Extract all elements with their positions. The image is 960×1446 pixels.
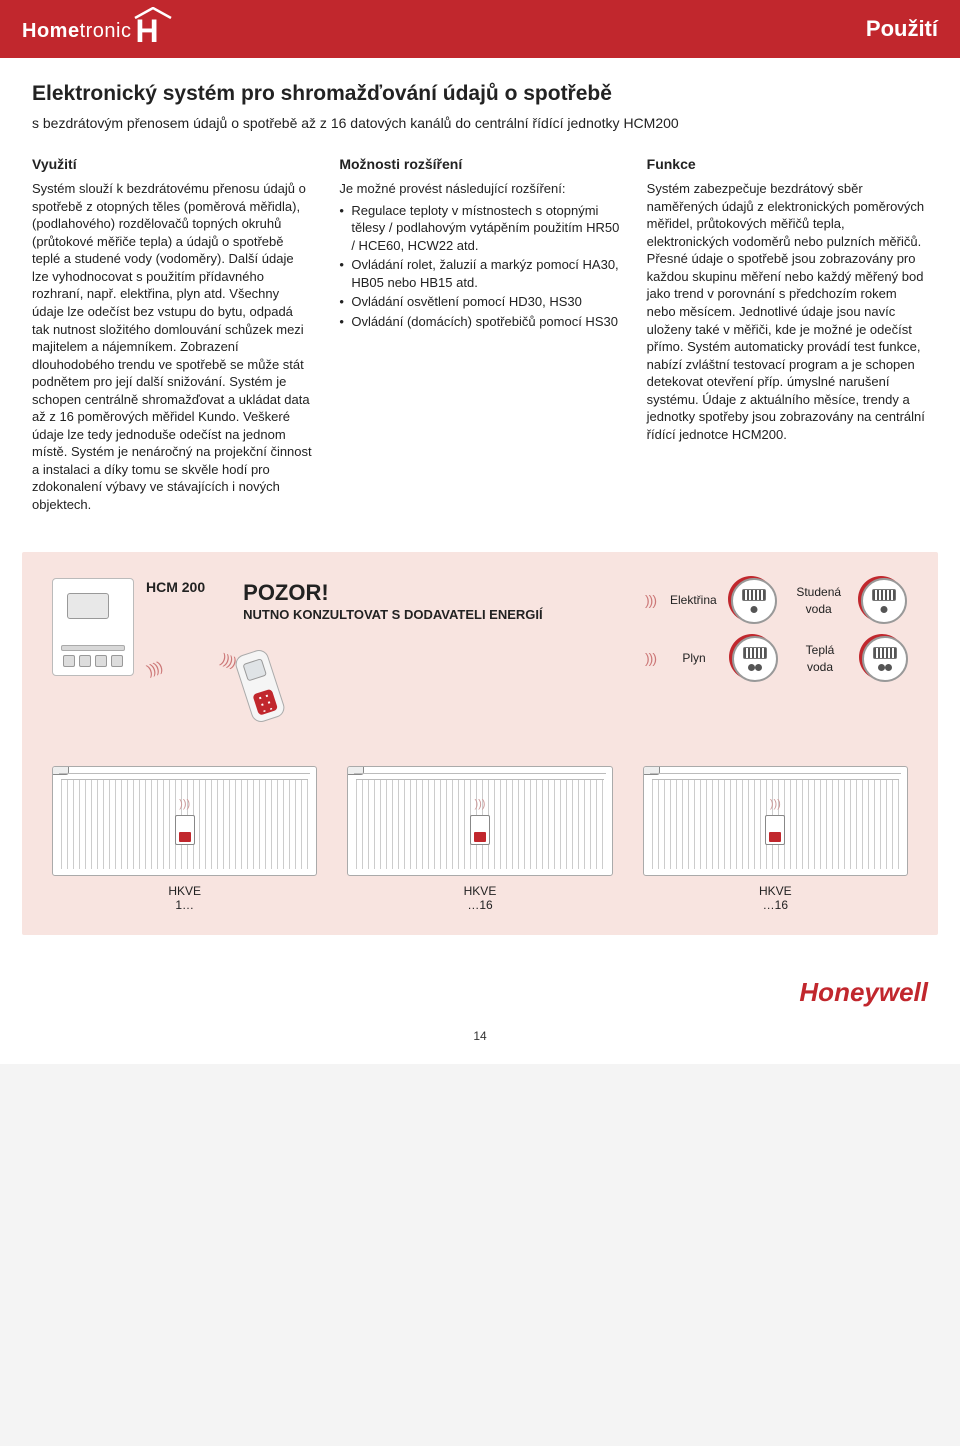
hcm-device-wrap: )))) xyxy=(52,578,134,676)
meter-label-gas: Plyn xyxy=(670,650,718,666)
col2-item: Ovládání (domácích) spotřebičů pomocí HS… xyxy=(339,313,620,331)
signal-waves-icon: )))) xyxy=(145,657,165,680)
remote-control-icon xyxy=(233,648,287,725)
radiator-name: HKVE xyxy=(759,884,792,898)
col3-heading: Funkce xyxy=(647,155,928,174)
page: Hometronic H Použití Elektronický systém… xyxy=(0,0,960,1064)
warning-block: POZOR! NUTNO KONZULTOVAT S DODAVATELI EN… xyxy=(243,578,542,726)
brand-name-bold: Home xyxy=(22,20,80,42)
columns: Využití Systém slouží k bezdrátovému pře… xyxy=(32,155,928,517)
brand-logo: Hometronic H xyxy=(22,13,159,45)
top-bar: Hometronic H Použití xyxy=(0,0,960,58)
page-number: 14 xyxy=(0,1028,960,1044)
brand-letter-text: H xyxy=(135,13,158,49)
brand-letter: H xyxy=(135,13,158,45)
hcm-device-icon xyxy=(52,578,134,676)
radiator-name: HKVE xyxy=(168,884,201,898)
hkve-device-icon xyxy=(175,815,195,845)
radiator-icon: ))) xyxy=(643,766,908,876)
signal-waves-icon: ))) xyxy=(645,649,656,668)
hkve-device-icon xyxy=(765,815,785,845)
radiator-number: …16 xyxy=(763,898,788,912)
warning-title: POZOR! xyxy=(243,578,542,608)
column-usage: Využití Systém slouží k bezdrátovému pře… xyxy=(32,155,313,517)
warning-subtitle: NUTNO KONZULTOVAT S DODAVATELI ENERGIÍ xyxy=(243,607,542,623)
radiators-row: ))) HKVE 1… ))) HKVE …16 xyxy=(52,766,908,913)
col2-intro: Je možné provést následující rozšíření: xyxy=(339,180,620,198)
section-tag: Použití xyxy=(866,14,938,44)
radiator-item: ))) HKVE …16 xyxy=(347,766,612,913)
col1-body: Systém slouží k bezdrátovému přenosu úda… xyxy=(32,180,313,513)
hcm-block: )))) HCM 200 xyxy=(52,578,205,676)
signal-waves-icon: ))) xyxy=(474,797,485,812)
page-title: Elektronický systém pro shromažďování úd… xyxy=(32,80,928,108)
meters-row: ))) Plyn Teplá voda xyxy=(645,636,908,682)
radiator-label: HKVE …16 xyxy=(643,884,908,913)
brand-name-light: tronic xyxy=(80,20,132,42)
column-functions: Funkce Systém zabezpečuje bezdrátový sbě… xyxy=(647,155,928,517)
radiator-icon: ))) xyxy=(347,766,612,876)
col1-heading: Využití xyxy=(32,155,313,174)
hkve-device-icon xyxy=(470,815,490,845)
col3-body: Systém zabezpečuje bezdrátový sběr naměř… xyxy=(647,180,928,443)
radiator-icon: ))) xyxy=(52,766,317,876)
signal-waves-icon: ))) xyxy=(770,797,781,812)
col2-item: Regulace teploty v místnostech s otopným… xyxy=(339,202,620,255)
meter-icon xyxy=(732,636,778,682)
radiator-item: ))) HKVE 1… xyxy=(52,766,317,913)
footer-brand: Honeywell xyxy=(799,975,928,1010)
meters-rows: ))) Elektřina Studená voda ))) Plyn Tepl… xyxy=(645,578,908,682)
signal-waves-icon: ))) xyxy=(179,797,190,812)
column-extensions: Možnosti rozšíření Je možné provést násl… xyxy=(339,155,620,517)
meter-label-hot-water: Teplá voda xyxy=(792,642,848,674)
footer: Honeywell xyxy=(0,935,960,1010)
brand-name: Hometronic xyxy=(22,18,131,45)
radiator-item: ))) HKVE …16 xyxy=(643,766,908,913)
hcm-label: HCM 200 xyxy=(146,578,205,597)
meter-icon xyxy=(731,578,777,624)
remote-wrap: )))) xyxy=(243,623,277,721)
col2-item: Ovládání rolet, žaluzií a markýz pomocí … xyxy=(339,256,620,291)
radiator-label: HKVE 1… xyxy=(52,884,317,913)
radiator-number: …16 xyxy=(467,898,492,912)
col2-list: Regulace teploty v místnostech s otopným… xyxy=(339,202,620,331)
col2-heading: Možnosti rozšíření xyxy=(339,155,620,174)
signal-waves-icon: ))) xyxy=(645,591,656,610)
meters-row: ))) Elektřina Studená voda xyxy=(645,578,908,624)
meter-icon xyxy=(861,578,907,624)
page-subtitle: s bezdrátovým přenosem údajů o spotřebě … xyxy=(32,114,928,133)
meters-area: ))) Elektřina Studená voda ))) Plyn Tepl… xyxy=(571,578,908,682)
diagram: )))) HCM 200 POZOR! NUTNO KONZULTOVAT S … xyxy=(22,552,938,935)
meter-icon xyxy=(862,636,908,682)
radiator-number: 1… xyxy=(175,898,194,912)
radiator-label: HKVE …16 xyxy=(347,884,612,913)
content: Elektronický systém pro shromažďování úd… xyxy=(0,58,960,518)
col2-item: Ovládání osvětlení pomocí HD30, HS30 xyxy=(339,293,620,311)
diagram-top-row: )))) HCM 200 POZOR! NUTNO KONZULTOVAT S … xyxy=(52,578,908,726)
meter-label-electricity: Elektřina xyxy=(670,592,717,608)
meter-label-cold-water: Studená voda xyxy=(791,584,847,616)
radiator-name: HKVE xyxy=(464,884,497,898)
